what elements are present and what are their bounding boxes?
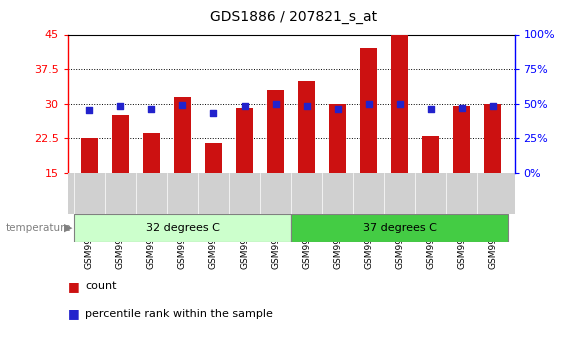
Bar: [81, 138, 98, 172]
Point: [457, 105, 466, 110]
Text: temperature: temperature: [6, 223, 72, 233]
Text: ▶: ▶: [64, 223, 72, 233]
Bar: [422, 136, 439, 172]
Text: count: count: [85, 282, 117, 291]
Bar: [291, 214, 508, 242]
Point: [116, 104, 125, 109]
Point: [209, 110, 218, 116]
Bar: [485, 104, 502, 172]
Point: [240, 104, 249, 109]
Bar: [267, 90, 284, 172]
Text: ■: ■: [68, 280, 79, 293]
Point: [85, 108, 94, 113]
Text: ■: ■: [68, 307, 79, 321]
Point: [302, 104, 311, 109]
Text: 32 degrees C: 32 degrees C: [145, 223, 219, 233]
Bar: [453, 106, 470, 172]
Point: [333, 106, 342, 112]
Point: [178, 102, 187, 108]
Text: percentile rank within the sample: percentile rank within the sample: [85, 309, 273, 319]
Bar: [236, 108, 253, 172]
Point: [488, 104, 497, 109]
Bar: [360, 48, 377, 172]
Bar: [143, 134, 160, 172]
Bar: [205, 142, 222, 172]
Bar: [174, 97, 191, 172]
Bar: [298, 80, 315, 172]
Point: [395, 101, 405, 106]
Point: [147, 106, 156, 112]
Point: [426, 106, 435, 112]
Bar: [329, 104, 346, 172]
Text: 37 degrees C: 37 degrees C: [363, 223, 437, 233]
Bar: [74, 214, 291, 242]
Text: GDS1886 / 207821_s_at: GDS1886 / 207821_s_at: [211, 10, 377, 24]
Bar: [112, 115, 129, 172]
Point: [271, 101, 280, 106]
Bar: [391, 34, 408, 172]
Point: [364, 101, 373, 106]
